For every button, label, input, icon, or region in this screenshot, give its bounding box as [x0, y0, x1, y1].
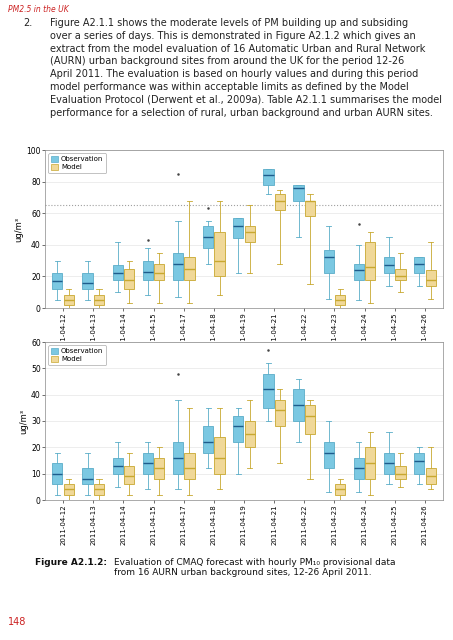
Bar: [203, 226, 213, 248]
Bar: [184, 257, 194, 280]
Bar: [64, 295, 74, 305]
Bar: [263, 169, 274, 185]
Bar: [323, 442, 334, 468]
Bar: [214, 436, 225, 474]
Text: Evaluation of CMAQ forecast with hourly PM₁₀ provisional data
from 16 AURN urban: Evaluation of CMAQ forecast with hourly …: [114, 558, 395, 577]
Bar: [173, 442, 183, 474]
Bar: [184, 452, 194, 479]
Bar: [233, 416, 243, 442]
Text: Figure A2.1.2:: Figure A2.1.2:: [35, 558, 107, 567]
Bar: [112, 266, 123, 280]
Bar: [124, 269, 134, 289]
Bar: [425, 468, 436, 484]
Text: PM2.5 in the UK: PM2.5 in the UK: [8, 6, 69, 15]
Bar: [305, 200, 315, 216]
Y-axis label: ug/m³: ug/m³: [19, 408, 28, 433]
Bar: [275, 194, 285, 210]
Bar: [94, 295, 104, 305]
Bar: [214, 232, 225, 276]
Bar: [112, 458, 123, 474]
Text: 2.: 2.: [24, 18, 33, 28]
Bar: [395, 269, 405, 280]
Bar: [335, 484, 345, 495]
Bar: [124, 466, 134, 484]
Bar: [82, 273, 93, 289]
Bar: [294, 389, 304, 421]
Bar: [305, 405, 315, 434]
Bar: [82, 468, 93, 484]
Bar: [323, 250, 334, 273]
Bar: [52, 463, 63, 484]
Bar: [245, 226, 255, 242]
Bar: [275, 400, 285, 426]
Text: 148: 148: [8, 617, 26, 627]
Bar: [173, 253, 183, 280]
Bar: [335, 295, 345, 305]
Bar: [94, 484, 104, 495]
Bar: [52, 273, 63, 289]
Legend: Observation, Model: Observation, Model: [48, 346, 106, 365]
Bar: [354, 458, 364, 479]
Bar: [263, 374, 274, 408]
Bar: [414, 257, 424, 273]
Bar: [143, 260, 153, 280]
Bar: [143, 452, 153, 474]
Text: Figure A2.1.1 shows the moderate levels of PM building up and subsiding
over a s: Figure A2.1.1 shows the moderate levels …: [50, 18, 442, 118]
Bar: [414, 452, 424, 474]
Y-axis label: ug/m³: ug/m³: [14, 216, 24, 241]
Legend: Observation, Model: Observation, Model: [48, 154, 106, 173]
Bar: [365, 242, 376, 280]
Bar: [384, 452, 394, 474]
Bar: [354, 264, 364, 280]
Bar: [203, 426, 213, 452]
Bar: [425, 270, 436, 286]
Bar: [154, 458, 164, 479]
Bar: [64, 484, 74, 495]
Bar: [154, 264, 164, 280]
Bar: [395, 466, 405, 479]
Bar: [384, 257, 394, 273]
Bar: [233, 218, 243, 239]
Bar: [365, 447, 376, 479]
Bar: [245, 421, 255, 447]
Bar: [294, 185, 304, 200]
